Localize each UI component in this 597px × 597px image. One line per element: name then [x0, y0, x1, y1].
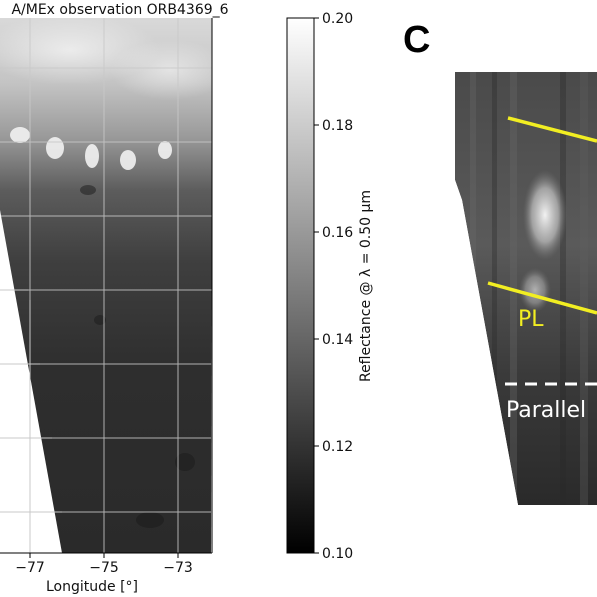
map-x-ticks	[29, 553, 179, 558]
colorbar-label: Reflectance @ λ = 0.50 µm	[358, 190, 374, 382]
overlay-line-top	[507, 116, 597, 143]
dark-patches	[80, 185, 195, 528]
bright-feature	[519, 268, 551, 312]
colorbar-ticks	[314, 17, 319, 554]
bright-feature	[523, 170, 567, 260]
colorbar-tick-label: 0.20	[322, 11, 353, 27]
colorbar-tick-label: 0.14	[322, 332, 353, 348]
map-x-tick-label: −73	[163, 560, 193, 576]
parallel-label: Parallel	[506, 398, 586, 423]
colorbar-tick-label: 0.10	[322, 546, 353, 562]
map-title: A/MEx observation ORB4369_6	[11, 2, 228, 18]
pl-label: PL	[518, 307, 544, 332]
colorbar-gradient	[286, 17, 315, 554]
map-grid-outside	[0, 289, 62, 553]
map-background	[0, 210, 62, 553]
map-panel: −77 −75 −73 Longitude [°] A/MEx observat…	[0, 2, 229, 595]
colorbar: 0.20 0.18 0.16 0.14 0.12 0.10 Reflectanc…	[286, 11, 374, 562]
map-x-axis-label: Longitude [°]	[46, 579, 138, 595]
map-cloud	[110, 40, 212, 100]
panel-c: C PL Parallel	[403, 19, 597, 505]
panel-c-background	[455, 180, 518, 505]
map-x-tick-label: −75	[89, 560, 119, 576]
colorbar-tick-label: 0.16	[322, 225, 353, 241]
colorbar-tick-label: 0.12	[322, 439, 353, 455]
panel-letter: C	[403, 19, 430, 61]
colorbar-tick-label: 0.18	[322, 118, 353, 134]
overlay-line-pl	[487, 281, 597, 315]
map-x-tick-label: −77	[15, 560, 45, 576]
